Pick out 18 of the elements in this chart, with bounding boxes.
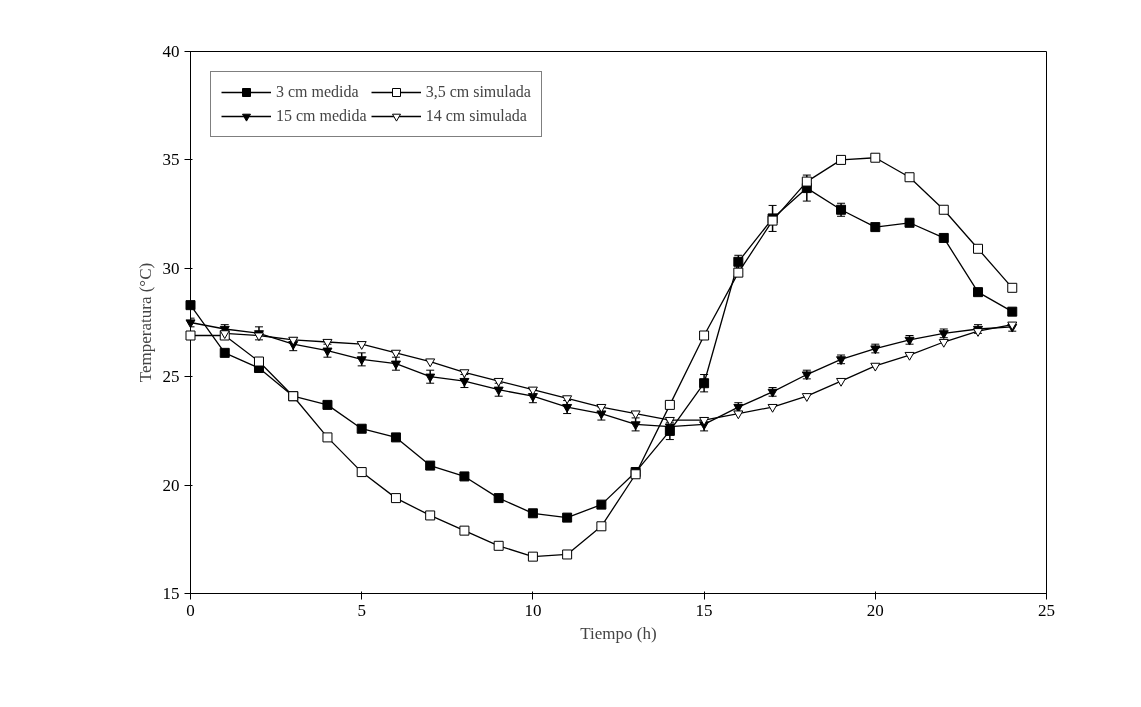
legend-label: 3,5 cm simulada: [425, 83, 531, 101]
y-tick-label: 25: [162, 367, 180, 387]
y-tick-label: 15: [162, 584, 180, 603]
legend-label: 3 cm medida: [276, 83, 359, 101]
x-tick-label: 5: [357, 600, 366, 620]
y-tick-label: 30: [162, 258, 180, 278]
x-tick-label: 25: [1038, 600, 1055, 620]
x-tick-label: 15: [695, 600, 713, 620]
x-tick-label: 20: [866, 600, 884, 620]
legend-label: 14 cm simulada: [425, 107, 527, 125]
y-tick-label: 20: [162, 475, 180, 495]
y-tick-label: 40: [162, 42, 180, 61]
x-tick-label: 10: [524, 600, 542, 620]
x-axis-title: Tiempo (h): [580, 623, 657, 643]
y-tick-label: 35: [162, 150, 180, 170]
legend-label: 15 cm medida: [276, 107, 367, 125]
y-axis-title: Temperatura (°C): [135, 262, 155, 383]
x-tick-label: 0: [186, 600, 195, 620]
